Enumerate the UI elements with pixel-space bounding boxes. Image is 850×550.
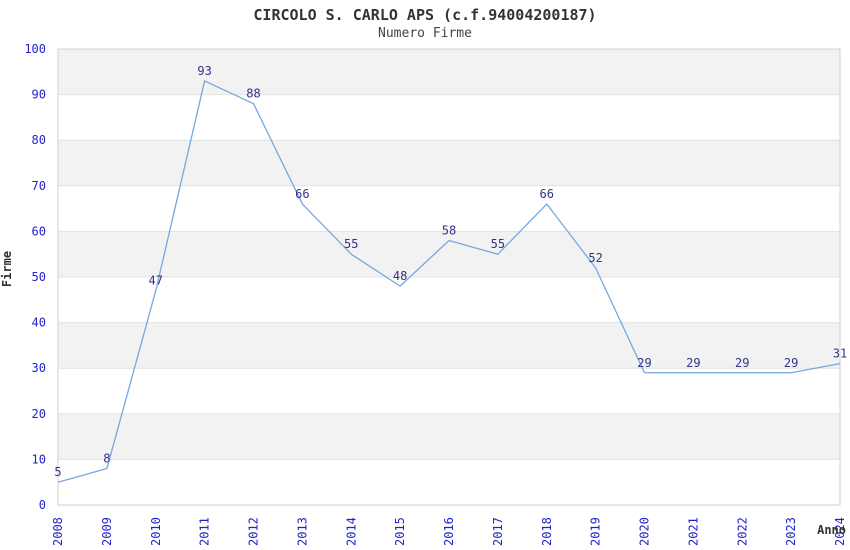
x-tick-label: 2024 xyxy=(833,517,847,546)
y-tick-label: 50 xyxy=(32,270,46,284)
plot-band xyxy=(58,231,840,277)
y-tick-label: 40 xyxy=(32,316,46,330)
x-tick-label: 2022 xyxy=(735,517,749,546)
plot-band xyxy=(58,322,840,369)
plot-band xyxy=(58,49,840,95)
plot-band xyxy=(58,413,840,460)
point-label: 29 xyxy=(637,356,651,370)
x-tick-label: 2016 xyxy=(442,517,456,546)
x-tick-label: 2023 xyxy=(784,517,798,546)
point-label: 29 xyxy=(686,356,700,370)
y-tick-label: 10 xyxy=(32,452,46,466)
y-tick-label: 20 xyxy=(32,407,46,421)
data-line xyxy=(57,80,841,483)
x-tick-label: 2014 xyxy=(344,517,358,546)
point-label: 31 xyxy=(833,347,847,361)
point-label: 55 xyxy=(491,237,505,251)
y-tick-label: 80 xyxy=(32,133,46,147)
point-label: 66 xyxy=(295,187,309,201)
x-tick-label: 2019 xyxy=(589,517,603,546)
y-tick-label: 60 xyxy=(32,224,46,238)
x-tick-label: 2015 xyxy=(393,517,407,546)
chart-subtitle: Numero Firme xyxy=(378,26,472,41)
plot-border xyxy=(57,48,841,506)
x-tick-label: 2008 xyxy=(51,517,65,546)
point-label: 52 xyxy=(588,251,602,265)
point-label: 29 xyxy=(784,356,798,370)
x-axis-title: Anno xyxy=(817,523,846,537)
point-label: 8 xyxy=(103,452,110,466)
x-tick-label: 2021 xyxy=(686,517,700,546)
point-label: 47 xyxy=(149,274,163,288)
y-tick-label: 0 xyxy=(39,498,46,512)
y-tick-label: 30 xyxy=(32,361,46,375)
x-tick-label: 2010 xyxy=(149,517,163,546)
point-label: 88 xyxy=(246,87,260,101)
x-tick-label: 2017 xyxy=(491,517,505,546)
y-tick-label: 70 xyxy=(32,179,46,193)
point-label: 48 xyxy=(393,269,407,283)
point-label: 93 xyxy=(197,64,211,78)
y-tick-label: 90 xyxy=(32,88,46,102)
x-tick-label: 2012 xyxy=(247,517,261,546)
point-label: 58 xyxy=(442,224,456,238)
plot-band xyxy=(58,140,840,186)
y-axis-title: Firme xyxy=(0,250,14,288)
chart-title: CIRCOLO S. CARLO APS (c.f.94004200187) xyxy=(253,6,597,24)
y-tick-label: 100 xyxy=(24,42,46,56)
x-tick-label: 2018 xyxy=(540,517,554,546)
point-label: 29 xyxy=(735,356,749,370)
point-label: 5 xyxy=(54,465,61,479)
x-tick-label: 2013 xyxy=(295,517,309,546)
x-tick-label: 2009 xyxy=(100,517,114,546)
point-label: 55 xyxy=(344,237,358,251)
point-label: 66 xyxy=(540,187,554,201)
x-tick-label: 2011 xyxy=(198,517,212,546)
x-tick-label: 2020 xyxy=(638,517,652,546)
